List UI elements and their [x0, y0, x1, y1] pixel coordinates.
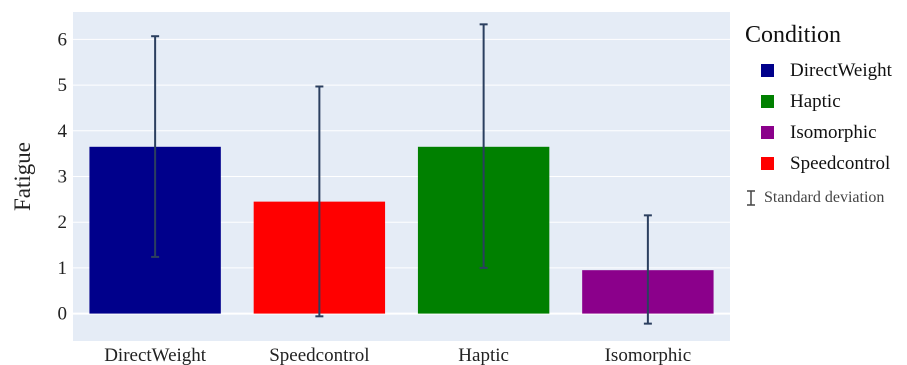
y-tick-label: 4: [58, 121, 68, 142]
x-tick-label: Isomorphic: [605, 345, 692, 365]
legend-sd-label: Standard deviation: [764, 189, 885, 206]
y-tick-label: 2: [58, 212, 68, 233]
legend-standard-deviation: Standard deviation: [745, 189, 892, 207]
x-tick-labels: DirectWeight Speedcontrol Haptic Isomorphic: [104, 345, 691, 365]
error-bars: [151, 23, 652, 325]
legend-swatch: [761, 126, 774, 139]
legend-item: Speedcontrol: [745, 148, 892, 179]
y-tick-label: 0: [58, 304, 68, 325]
legend-item: Isomorphic: [745, 117, 892, 148]
legend-item: Haptic: [745, 86, 892, 117]
legend-label: DirectWeight: [790, 59, 892, 81]
error-bar-haptic: [479, 23, 488, 269]
legend-swatch: [761, 157, 774, 170]
x-tick-label: Speedcontrol: [269, 345, 369, 365]
legend-item: DirectWeight: [745, 55, 892, 86]
legend-label: Isomorphic: [790, 121, 877, 143]
error-bar-isomorphic: [643, 214, 652, 325]
x-tick-label: DirectWeight: [104, 345, 207, 365]
legend-items: DirectWeight Haptic Isomorphic Speedcontrol: [745, 55, 892, 179]
legend-title: Condition: [745, 22, 842, 48]
legend-swatch: [761, 95, 774, 108]
legend-label: Haptic: [790, 90, 841, 112]
y-axis-title: Fatigue: [10, 142, 35, 211]
y-tick-label: 6: [58, 29, 68, 50]
error-bar-speedcontrol: [315, 85, 324, 318]
legend: Condition DirectWeight Haptic Isomorphic Sp…: [745, 22, 892, 207]
y-tick-labels: 0 1 2 3 4 5 6: [58, 29, 68, 324]
x-tick-label: Haptic: [458, 345, 509, 365]
y-tick-label: 1: [58, 258, 68, 279]
error-bar-directweight: [151, 35, 160, 258]
legend-label: Speedcontrol: [790, 152, 891, 174]
y-tick-label: 3: [58, 167, 68, 188]
legend-swatch: [761, 64, 774, 77]
y-tick-label: 5: [58, 75, 68, 96]
error-bar-icon: [747, 190, 755, 206]
